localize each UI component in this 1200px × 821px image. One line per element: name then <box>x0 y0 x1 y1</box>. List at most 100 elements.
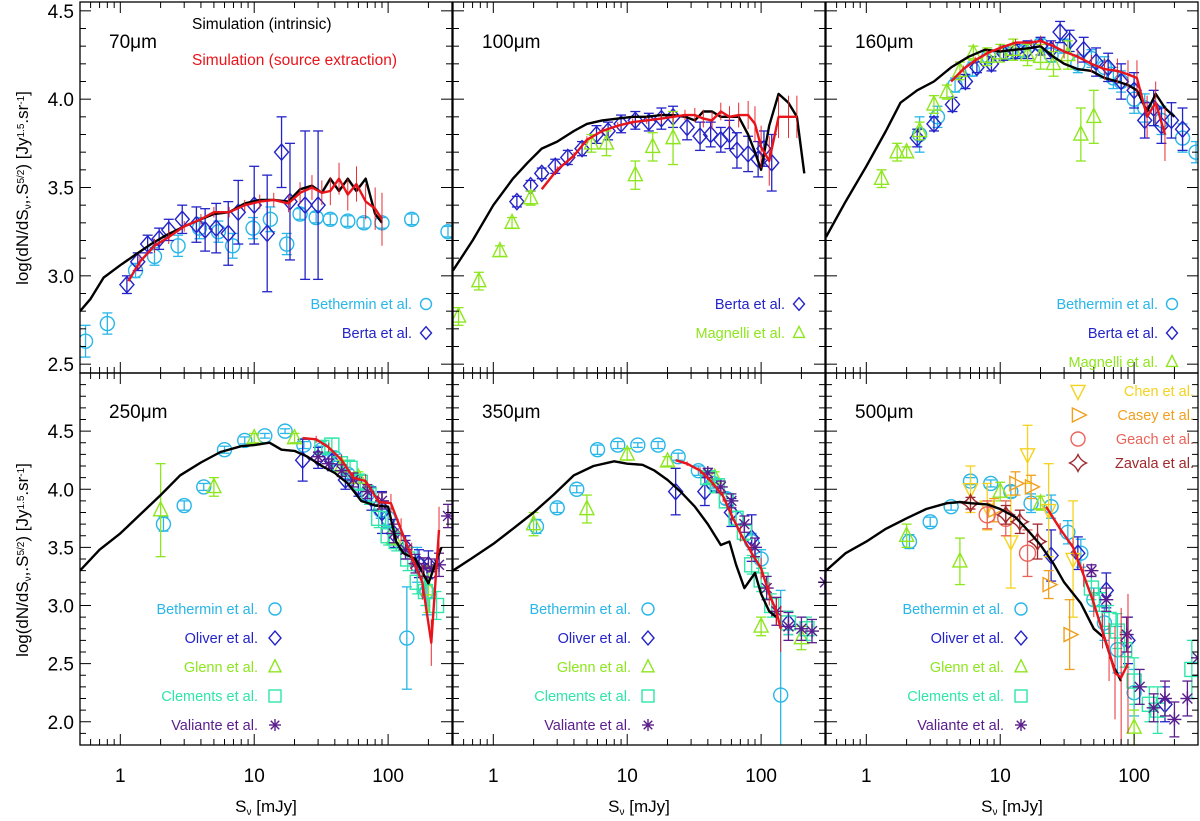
data-point <box>578 499 596 516</box>
data-point-shape <box>1072 124 1089 141</box>
data-point-shape <box>1019 45 1036 62</box>
data-point <box>176 497 192 514</box>
data-point <box>574 139 590 158</box>
data-point <box>403 211 420 228</box>
data-point-shape <box>1136 111 1153 130</box>
data-point-shape <box>196 479 212 495</box>
panel-label: 350μm <box>482 402 540 423</box>
data-point-shape <box>525 514 542 531</box>
extraction-curve-line <box>540 110 797 191</box>
legend-label: Valiante et al. <box>917 718 1004 734</box>
data-point-stroke <box>1192 652 1198 659</box>
legend-marker-shape <box>1071 406 1088 424</box>
data-point <box>752 616 770 633</box>
data-point-shape <box>262 211 279 228</box>
data-point-shape <box>1042 576 1059 593</box>
legend-label: Bethermin et al. <box>156 602 258 618</box>
legend-marker-stroke <box>643 720 653 730</box>
y-axis-title-top: log(dN/dSν,.S5/2) [Jy1.5.sr-1] <box>13 91 34 285</box>
data-point <box>740 144 757 164</box>
y-tick-label: 4.5 <box>48 2 74 23</box>
data-point-shape <box>1163 111 1180 130</box>
legend-marker <box>419 297 433 311</box>
extraction-curve <box>1045 506 1130 745</box>
data-point-shape <box>679 118 696 137</box>
data-point <box>1163 111 1180 130</box>
x-tick-label: 100 <box>1118 766 1150 787</box>
data-point <box>1125 717 1143 734</box>
data-point <box>793 628 810 645</box>
legend: Bethermin et al. Berta et al. <box>310 297 433 342</box>
data-point-shape <box>286 428 303 445</box>
legend-marker <box>641 630 655 646</box>
data-point <box>547 157 564 176</box>
panel-350um: 1 10 100 Sν [mJy] 350μm Bethermin et al. Olive… <box>452 372 826 818</box>
data-point-shape <box>1063 626 1080 643</box>
data-point <box>1040 503 1057 521</box>
data-point-shape <box>926 114 942 134</box>
data-point <box>995 504 1016 526</box>
data-point-shape <box>208 219 225 238</box>
data-point <box>1024 478 1042 496</box>
panel-frame <box>452 372 826 746</box>
legend: Bethermin et al. Oliver et al. Glenn et al… <box>529 602 656 734</box>
data-point-shape <box>583 133 600 150</box>
legend-label: Valiante et al. <box>544 718 631 734</box>
data-point-shape <box>277 423 293 439</box>
data-point <box>794 621 809 636</box>
data-point-shape <box>644 136 661 154</box>
data-point-shape <box>619 444 636 461</box>
legend-intrinsic: Simulation (intrinsic) <box>192 16 332 33</box>
data-point-stroke <box>806 625 818 637</box>
x-axis-title: Sν [mJy] <box>235 797 297 818</box>
legend-label: Glenn et al. <box>557 660 631 676</box>
legend-marker-shape <box>1165 325 1179 341</box>
data-point <box>277 423 293 439</box>
data-point-shape <box>752 616 770 633</box>
y-tick-label: 4.0 <box>48 480 74 501</box>
x-tick-label: 1 <box>488 766 499 787</box>
intrinsic-curve <box>453 460 778 619</box>
legend-label: Berta et al. <box>1088 326 1158 342</box>
data-point <box>1146 700 1161 715</box>
panel-label: 250μm <box>109 402 167 423</box>
data-point-shape <box>508 192 525 211</box>
data-point-shape <box>951 551 969 568</box>
legend-label: Bethermin et al. <box>529 602 631 618</box>
legend-marker-shape <box>641 602 655 616</box>
legend-marker <box>1069 384 1087 401</box>
data-point <box>943 498 959 515</box>
data-point-stroke <box>782 620 794 632</box>
data-point <box>310 196 327 215</box>
y-tick-label: 3.5 <box>48 179 74 200</box>
data-point <box>627 165 644 182</box>
data-point-shape <box>763 153 780 172</box>
legend-marker <box>792 324 806 339</box>
data-point <box>245 220 261 236</box>
legend-marker <box>268 689 282 703</box>
x-tick-label: 100 <box>745 766 777 787</box>
panel-250um: 2.0 2.5 3.0 3.5 4.0 4.5 1 10 100 Sν [mJy] 250μm Bet… <box>48 372 453 818</box>
data-point-shape <box>898 525 915 543</box>
data-point <box>1009 475 1026 492</box>
data-point-shape <box>574 139 590 158</box>
data-point-shape <box>1113 72 1130 91</box>
data-point-shape <box>356 215 372 231</box>
data-point-shape <box>220 224 237 243</box>
data-point <box>944 95 961 114</box>
legend-marker-shape <box>1067 452 1089 474</box>
data-point-stroke <box>819 581 825 588</box>
data-point <box>1099 592 1114 607</box>
data-point <box>152 500 169 517</box>
legend-marker-shape <box>1165 353 1179 368</box>
data-point <box>938 82 956 99</box>
data-point <box>702 125 719 144</box>
legend-marker-stroke <box>270 720 280 730</box>
y-tick-label: 2.0 <box>48 713 74 734</box>
data-point-shape <box>99 315 116 332</box>
data-point <box>569 481 585 497</box>
intrinsic-curve-line <box>453 460 778 619</box>
data-point <box>1005 39 1022 56</box>
data-point <box>737 517 752 532</box>
data-point-shape <box>310 448 327 467</box>
